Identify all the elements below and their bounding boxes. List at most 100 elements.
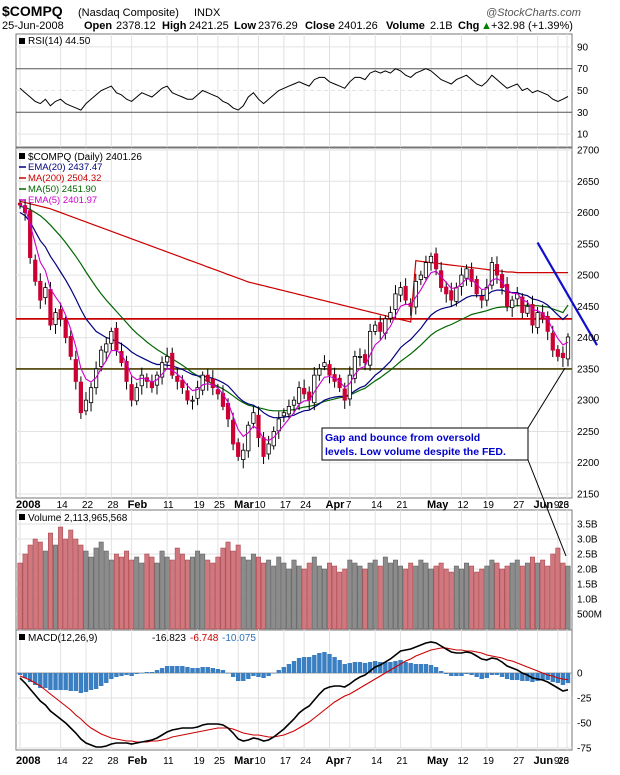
candle-body <box>312 374 317 404</box>
candle-body <box>373 324 378 332</box>
macd-hist-bar <box>175 666 180 673</box>
candle-body <box>109 330 114 344</box>
candle-body <box>423 262 429 278</box>
candle-body <box>104 343 109 353</box>
x-axis-label-top: 25 <box>214 500 226 511</box>
rsi-label-text: RSI(14) 44.50 <box>28 36 91 47</box>
macd-hist-bar <box>337 660 342 673</box>
volume-bar <box>245 559 251 630</box>
volume-bar <box>240 556 246 630</box>
volume-bar <box>408 562 414 630</box>
macd-hist-bar <box>545 673 550 680</box>
watermark: @StockCharts.com <box>486 7 581 19</box>
ema5-line <box>19 204 569 442</box>
volume-tick-label: 2.0B <box>577 565 598 576</box>
volume-bar <box>17 562 23 630</box>
candle-body <box>129 384 134 401</box>
macd-hist-bar <box>83 673 89 692</box>
volume-bar <box>555 547 561 630</box>
macd-hist-bar <box>515 673 520 680</box>
x-axis-label-bottom: Apr <box>326 755 346 767</box>
macd-hist-bar <box>459 673 464 676</box>
macd-hist-bar <box>550 673 555 682</box>
macd-hist-bar <box>200 667 205 673</box>
macd-hist-bar <box>352 662 358 673</box>
macd-hist-bar <box>149 672 155 673</box>
volume-bar <box>164 556 170 630</box>
volume-bar <box>428 568 434 630</box>
x-axis-label-top: 14 <box>371 500 383 511</box>
volume-label: Volume <box>386 20 425 32</box>
macd-hist-bar <box>276 670 281 673</box>
macd-label-marker-icon <box>19 634 25 640</box>
candle-body <box>241 449 246 460</box>
volume-bar <box>357 565 363 630</box>
volume-bar <box>154 562 160 630</box>
x-axis-label-bottom: 24 <box>300 756 312 767</box>
candle-body <box>388 312 393 319</box>
macd-hist-bar <box>205 667 210 673</box>
volume-bar <box>149 556 155 630</box>
candle-body <box>261 437 266 457</box>
volume-bar <box>144 553 150 630</box>
rsi-tick-label: 10 <box>577 130 589 141</box>
candle-body <box>256 414 261 439</box>
volume-bar <box>184 559 190 630</box>
volume-bar <box>93 547 99 630</box>
candle-body <box>78 381 83 414</box>
price-tick-label: 2500 <box>577 271 600 282</box>
macd-hist-bar <box>565 673 571 684</box>
volume-bar <box>524 562 530 630</box>
macd-hist-bar <box>540 673 545 680</box>
volume-bar <box>535 562 541 630</box>
rsi-line <box>19 68 569 111</box>
macd-hist-bar <box>281 667 287 673</box>
volume-bar <box>316 565 322 630</box>
macd-tick-label: -25 <box>577 694 592 705</box>
x-axis-label-top: 7 <box>346 500 352 511</box>
candle-body <box>550 332 555 351</box>
candle-body <box>489 262 494 286</box>
rsi-tick-label: 30 <box>577 108 589 119</box>
candle-body <box>525 305 530 314</box>
price-tick-label: 2300 <box>577 396 600 407</box>
candle-body <box>317 368 322 376</box>
macd-hist-bar <box>159 668 165 673</box>
volume-bar <box>311 556 317 630</box>
candle-body <box>322 362 327 367</box>
macd-hist-bar <box>68 673 73 691</box>
candle-body <box>251 412 256 424</box>
x-axis-label-top: 27 <box>513 500 525 511</box>
candle-body <box>449 290 454 301</box>
candle-body <box>302 387 307 395</box>
candle-body <box>53 312 58 325</box>
candle-body <box>88 387 94 404</box>
x-axis-label-bottom: May <box>427 755 449 767</box>
volume-bar <box>174 547 180 630</box>
macd-hist-bar <box>464 673 469 674</box>
volume-bar <box>124 550 130 630</box>
volume-bar <box>398 565 404 630</box>
macd-hist-bar <box>494 673 500 675</box>
volume-bar <box>261 562 267 630</box>
volume-bar <box>321 568 327 630</box>
macd-hist-bar <box>301 657 307 673</box>
volume-bar <box>448 571 454 630</box>
macd-hist-bar <box>499 673 505 677</box>
candle-body <box>565 336 571 360</box>
candle-body <box>454 287 459 302</box>
macd-hist-bar <box>509 673 515 680</box>
macd-hist-bar <box>220 670 226 673</box>
macd-hist-bar <box>444 673 449 674</box>
candle-body <box>505 284 510 307</box>
macd-hist-bar <box>428 665 434 673</box>
volume-bar <box>83 550 89 630</box>
chg-value: +32.98 (+1.39%) <box>491 20 573 32</box>
volume-label: Volume 2,113,965,568 <box>19 513 128 524</box>
macd-hist-bar <box>139 673 144 674</box>
volume-bar <box>438 562 444 630</box>
volume-bar <box>464 562 469 630</box>
macd-hist-bar <box>317 653 322 673</box>
volume-bar <box>235 544 241 630</box>
